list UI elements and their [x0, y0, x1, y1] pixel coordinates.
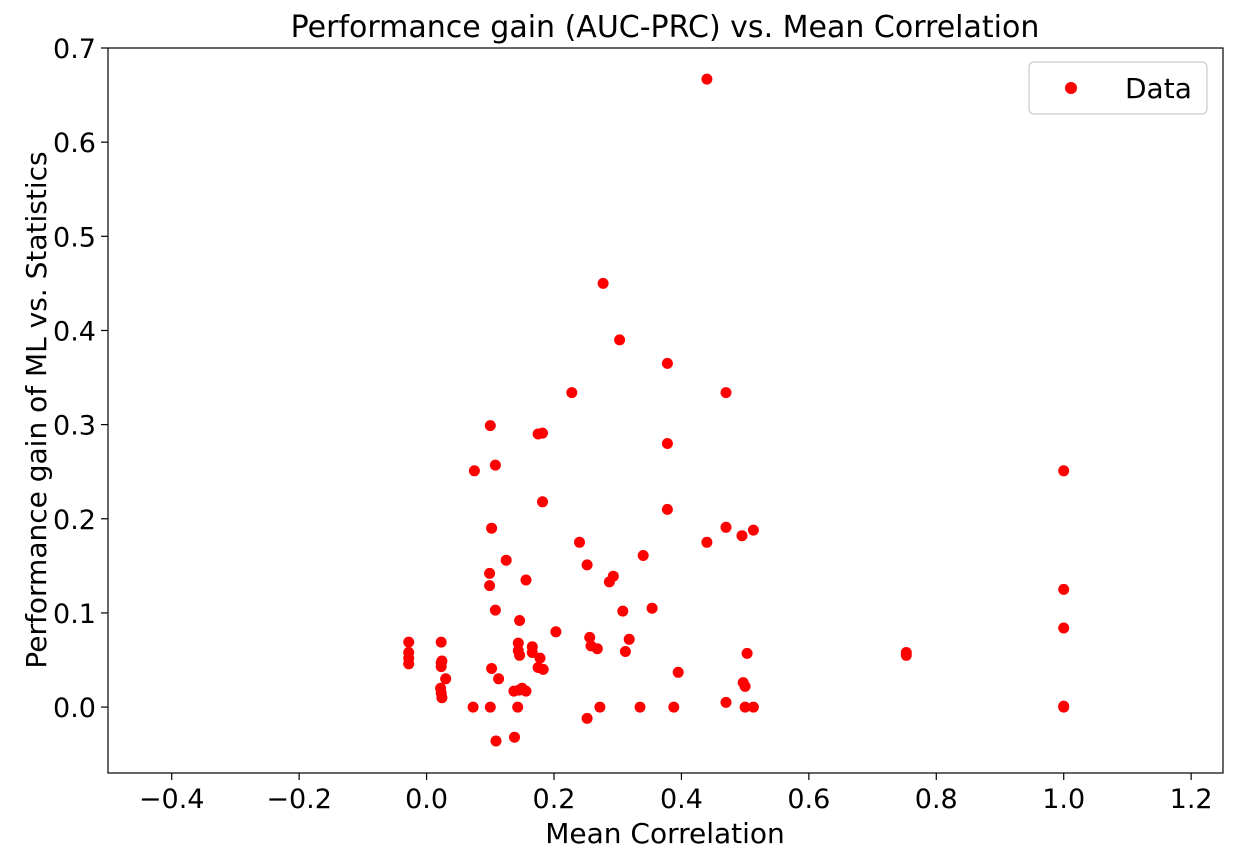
data-point [486, 663, 498, 674]
y-tick-label: 0.6 [53, 128, 96, 159]
data-point [403, 658, 415, 670]
data-point [581, 559, 593, 571]
data-point [747, 524, 759, 536]
data-point [468, 465, 480, 477]
x-tick-label: 0.8 [915, 784, 958, 815]
data-point [436, 692, 448, 704]
data-point [520, 574, 532, 586]
data-point [741, 647, 753, 659]
data-point [436, 655, 448, 667]
data-point [617, 605, 629, 617]
data-point [614, 334, 626, 346]
data-point [440, 673, 452, 685]
data-point [581, 712, 593, 724]
data-point [403, 636, 415, 648]
y-tick-label: 0.5 [53, 222, 96, 253]
data-point [489, 604, 501, 616]
data-point [739, 701, 751, 713]
data-point [661, 438, 673, 449]
x-axis-title: Mean Correlation [545, 817, 785, 850]
data-point [484, 580, 496, 592]
data-point [514, 615, 526, 626]
data-point [720, 387, 732, 399]
x-tick-label: −0.2 [266, 784, 332, 815]
data-point [900, 647, 912, 658]
data-point [701, 536, 713, 548]
data-point [509, 731, 520, 743]
data-point [646, 602, 658, 614]
data-point [1058, 622, 1070, 634]
data-point [493, 673, 505, 685]
x-tick-label: 0.6 [787, 784, 830, 815]
chart-title: Performance gain (AUC-PRC) vs. Mean Corr… [291, 10, 1040, 45]
data-point [484, 701, 496, 713]
data-point [661, 503, 673, 515]
x-tick-label: 1.2 [1170, 784, 1213, 815]
x-tick-label: 1.0 [1042, 784, 1085, 815]
data-point [574, 536, 585, 548]
y-tick-label: 0.3 [53, 411, 96, 442]
data-point [514, 649, 526, 661]
data-point [594, 701, 606, 713]
data-point [597, 277, 609, 289]
data-point [637, 550, 649, 561]
x-tick-label: 0.4 [660, 784, 703, 815]
data-point [484, 420, 496, 432]
x-tick-label: 0.2 [533, 784, 576, 815]
data-point [534, 652, 546, 664]
data-point [489, 459, 501, 471]
data-point [672, 666, 684, 678]
legend: Data [1028, 61, 1208, 115]
data-point [537, 496, 548, 508]
data-point [566, 387, 578, 399]
data-point [1058, 583, 1070, 595]
y-tick-label: 0.2 [53, 505, 96, 536]
data-point [661, 357, 673, 369]
data-point [736, 530, 748, 542]
y-axis-title: Performance gain of ML vs. Statistics [20, 151, 53, 668]
data-point [668, 701, 680, 713]
x-axis: −0.4 −0.2 0.0 0.2 0.4 0.6 0.8 1.0 1.2 [139, 773, 1213, 815]
y-tick-label: 0.1 [53, 599, 96, 630]
plot-frame [107, 47, 1224, 774]
data-point [490, 735, 502, 747]
legend-box [1028, 61, 1208, 115]
data-point [486, 522, 498, 534]
data-point [526, 647, 538, 658]
data-point [584, 631, 596, 643]
x-tick-label: −0.4 [139, 784, 205, 815]
data-point [603, 576, 615, 588]
points-layer [403, 73, 1070, 747]
data-point [512, 701, 524, 713]
y-axis: 0.0 0.1 0.2 0.3 0.4 0.5 0.6 0.7 [53, 34, 108, 724]
data-point [1058, 465, 1070, 477]
plot-area [108, 48, 1223, 773]
data-point [550, 626, 562, 638]
data-point [467, 701, 479, 713]
data-point [623, 633, 635, 645]
data-point [701, 73, 713, 85]
data-point [500, 554, 512, 566]
data-point [747, 701, 759, 713]
data-point [1058, 700, 1070, 712]
y-tick-label: 0.4 [53, 316, 96, 347]
data-point [619, 646, 631, 657]
data-point [537, 427, 548, 439]
data-point [484, 567, 496, 579]
data-point [634, 701, 646, 713]
data-point [591, 643, 603, 655]
legend-marker [1065, 82, 1077, 94]
y-tick-label: 0.7 [53, 34, 96, 65]
data-point [720, 521, 732, 533]
data-point [537, 663, 549, 675]
y-tick-label: 0.0 [53, 693, 96, 724]
data-point [739, 680, 751, 692]
data-point [435, 636, 447, 648]
data-point [720, 696, 732, 708]
data-point [520, 685, 532, 697]
legend-label: Data [1125, 72, 1192, 105]
x-tick-label: 0.0 [405, 784, 448, 815]
